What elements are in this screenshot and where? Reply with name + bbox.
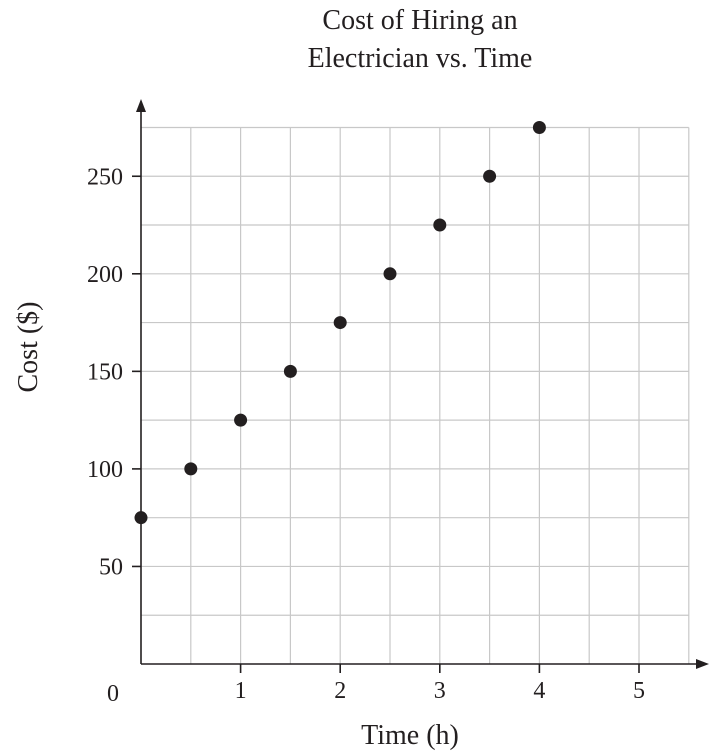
axes — [132, 99, 709, 673]
data-point — [134, 511, 148, 525]
x-axis-arrow — [696, 659, 709, 669]
y-tick-label: 200 — [87, 262, 123, 288]
y-tick-label: 250 — [87, 164, 123, 190]
data-point — [184, 462, 198, 476]
y-tick-label: 150 — [87, 359, 123, 385]
y-axis-label: Cost ($) — [13, 302, 44, 393]
x-tick-label: 3 — [434, 678, 446, 704]
y-tick-label: 50 — [99, 554, 123, 580]
data-point — [234, 413, 248, 427]
data-points — [134, 120, 546, 525]
x-axis-label: Time (h) — [361, 720, 459, 751]
tick-labels: 1 2 3 4 5 50 100 150 200 250 — [87, 164, 645, 704]
data-point — [483, 169, 497, 183]
x-tick-label: 2 — [334, 678, 346, 704]
origin-label: 0 — [107, 681, 119, 707]
chart-title-line2: Electrician vs. Time — [308, 43, 533, 74]
x-tick-label: 4 — [533, 678, 545, 704]
y-axis-arrow — [136, 99, 146, 112]
x-tick-label: 5 — [633, 678, 645, 704]
data-point — [283, 364, 297, 378]
data-point — [433, 218, 447, 232]
grid — [141, 126, 690, 664]
chart-title-line1: Cost of Hiring an — [322, 5, 517, 36]
data-point — [383, 267, 397, 281]
x-tick-label: 1 — [235, 678, 247, 704]
data-point — [532, 120, 546, 134]
y-tick-label: 100 — [87, 457, 123, 483]
data-point — [333, 316, 347, 330]
